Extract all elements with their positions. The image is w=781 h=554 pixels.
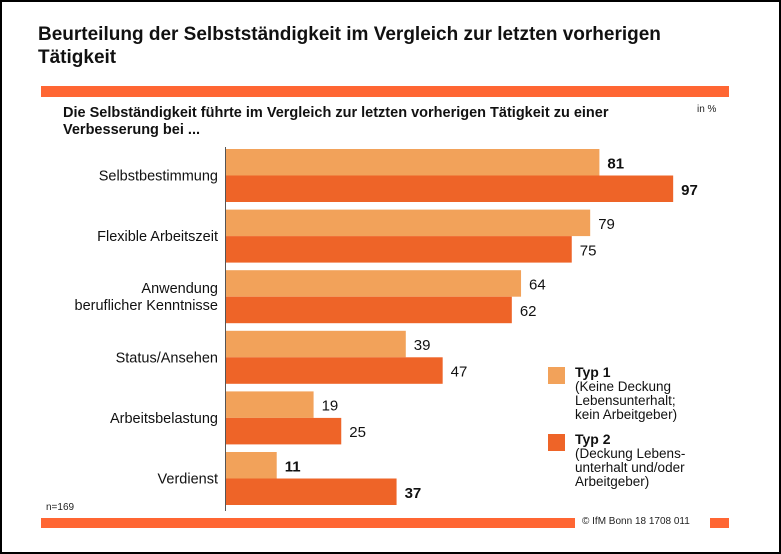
chart-title: Beurteilung der Selbstständigkeit im Ver… bbox=[38, 24, 661, 68]
bar-typ1 bbox=[226, 209, 591, 237]
data-label-typ2: 75 bbox=[580, 242, 597, 259]
footer-accent-bar bbox=[41, 518, 575, 528]
category-label: Verdienst bbox=[158, 472, 218, 488]
data-label-typ2: 97 bbox=[681, 182, 698, 199]
category-label: Status/Ansehen bbox=[116, 350, 218, 366]
bar-typ2 bbox=[226, 175, 674, 202]
category-label: Arbeitsbelastung bbox=[110, 411, 218, 427]
bar-typ1 bbox=[226, 149, 600, 176]
category-label: Selbstbestimmung bbox=[99, 169, 218, 185]
legend-swatch-typ2 bbox=[548, 434, 565, 451]
footer-accent-bar-end bbox=[710, 518, 729, 528]
data-label-typ2: 62 bbox=[520, 303, 537, 320]
data-label-typ1: 81 bbox=[607, 155, 624, 172]
category-label: Flexible Arbeitszeit bbox=[97, 229, 218, 245]
legend-swatch-typ1 bbox=[548, 367, 565, 384]
chart-subtitle: Die Selbständigkeit führte im Vergleich … bbox=[63, 105, 609, 138]
legend-item-typ1: Typ 1 (Keine Deckung Lebensunterhalt; ke… bbox=[548, 365, 748, 422]
legend: Typ 1 (Keine Deckung Lebensunterhalt; ke… bbox=[548, 365, 748, 499]
data-label-typ1: 11 bbox=[285, 458, 301, 475]
bar-typ1 bbox=[226, 391, 314, 418]
bar-typ2 bbox=[226, 478, 397, 505]
legend-label: Typ 1 bbox=[575, 364, 611, 380]
bar-typ2 bbox=[226, 236, 572, 263]
bar-typ1 bbox=[226, 270, 522, 297]
legend-description: (Keine Deckung Lebensunterhalt; kein Arb… bbox=[575, 379, 678, 422]
data-label-typ1: 79 bbox=[598, 216, 615, 233]
bar-typ1 bbox=[226, 452, 277, 479]
header-accent-bar bbox=[41, 86, 729, 97]
category-label: Anwendung beruflicher Kenntnisse bbox=[75, 281, 218, 314]
sample-size-note: n=169 bbox=[46, 502, 75, 513]
bar-typ1 bbox=[226, 330, 406, 358]
bar-typ2 bbox=[226, 296, 512, 324]
copyright-note: © IfM Bonn 18 1708 011 bbox=[582, 516, 690, 527]
bar-typ2 bbox=[226, 417, 342, 445]
bar-typ2 bbox=[226, 357, 443, 384]
legend-item-typ2: Typ 2 (Deckung Lebens- unterhalt und/ode… bbox=[548, 432, 748, 489]
data-label-typ1: 64 bbox=[529, 276, 546, 293]
data-label-typ1: 39 bbox=[414, 337, 431, 354]
unit-label: in % bbox=[697, 104, 717, 115]
data-label-typ2: 37 bbox=[405, 485, 422, 502]
data-label-typ2: 47 bbox=[451, 364, 468, 381]
data-label-typ2: 25 bbox=[349, 424, 366, 441]
data-label-typ1: 19 bbox=[322, 398, 339, 415]
legend-label: Typ 2 bbox=[575, 431, 611, 447]
legend-description: (Deckung Lebens- unterhalt und/oder Arbe… bbox=[575, 446, 686, 489]
